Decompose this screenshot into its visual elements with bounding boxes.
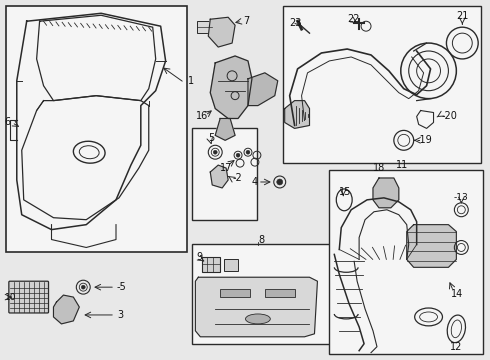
Text: 5: 5 [208, 133, 215, 143]
Bar [197, 21, 212, 33]
Text: 3: 3 [117, 310, 123, 320]
Text: 12: 12 [450, 342, 463, 352]
Text: 23: 23 [290, 18, 302, 28]
Text: 8: 8 [258, 234, 264, 244]
Circle shape [246, 150, 250, 154]
Text: 17: 17 [220, 163, 233, 173]
Polygon shape [285, 100, 310, 129]
Text: 11: 11 [395, 160, 408, 170]
FancyBboxPatch shape [9, 281, 49, 313]
Polygon shape [407, 225, 456, 267]
Text: 9: 9 [196, 252, 202, 262]
Text: 6: 6 [5, 117, 11, 127]
Bar [193, 244, 333, 344]
Text: -13: -13 [454, 193, 469, 202]
Polygon shape [373, 178, 399, 208]
Text: 10: 10 [5, 293, 16, 302]
Polygon shape [196, 277, 318, 337]
Circle shape [213, 150, 217, 154]
Circle shape [277, 179, 283, 185]
Polygon shape [208, 17, 235, 47]
Text: 4: 4 [252, 177, 258, 187]
Text: -19: -19 [416, 135, 432, 145]
Bar [202, 257, 220, 272]
Text: 16: 16 [196, 111, 209, 121]
Text: -20: -20 [441, 111, 457, 121]
Polygon shape [53, 295, 79, 324]
Bar [193, 129, 257, 220]
Polygon shape [248, 73, 278, 105]
Text: 7: 7 [243, 16, 249, 26]
Bar [329, 170, 483, 354]
Text: 1: 1 [189, 76, 195, 86]
Text: 15: 15 [339, 187, 352, 197]
Text: -5: -5 [117, 282, 127, 292]
Bar [6, 6, 188, 252]
Text: 21: 21 [456, 11, 468, 21]
Text: 18: 18 [373, 163, 385, 173]
Polygon shape [215, 118, 235, 140]
Text: 22: 22 [347, 14, 360, 24]
Bar [265, 289, 294, 297]
Polygon shape [210, 56, 252, 118]
Circle shape [236, 153, 240, 157]
Bar [283, 6, 481, 163]
Bar [224, 260, 238, 271]
Circle shape [81, 285, 85, 289]
Text: 14: 14 [451, 289, 464, 299]
Ellipse shape [245, 314, 270, 324]
Bar [220, 289, 250, 297]
Polygon shape [210, 165, 228, 188]
Text: -2: -2 [232, 173, 242, 183]
